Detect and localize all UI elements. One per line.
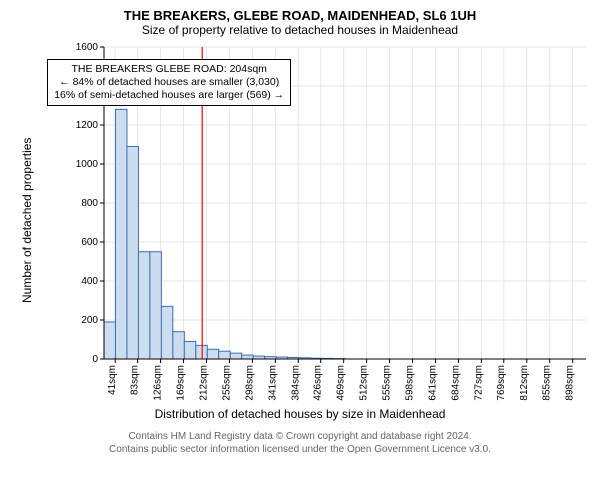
footer-attribution: Contains HM Land Registry data © Crown c… [10,431,590,456]
annotation-line-1: THE BREAKERS GLEBE ROAD: 204sqm [54,63,284,76]
histogram-bar [230,353,241,359]
histogram-bar [127,146,138,359]
x-tick-label: 83sqm [130,365,141,395]
y-tick-label: 200 [81,315,98,326]
x-tick-label: 255sqm [221,365,232,401]
annotation-line-2: ← 84% of detached houses are smaller (3,… [54,76,284,89]
histogram-bar [207,349,218,359]
y-tick-label: 400 [81,276,98,287]
x-tick-label: 898sqm [565,365,576,401]
x-tick-label: 727sqm [473,365,484,401]
histogram-bar [242,355,253,359]
histogram-bar [173,332,184,359]
x-tick-label: 769sqm [496,365,507,401]
histogram-bar [104,322,115,359]
y-tick-label: 600 [81,237,98,248]
footer-line-1: Contains HM Land Registry data © Crown c… [10,431,590,444]
x-tick-label: 384sqm [290,365,301,401]
chart-title: THE BREAKERS, GLEBE ROAD, MAIDENHEAD, SL… [10,8,590,23]
histogram-bar [161,306,172,359]
x-tick-label: 41sqm [107,365,118,395]
x-tick-label: 512sqm [359,365,370,401]
histogram-bar [150,252,161,359]
x-tick-label: 555sqm [382,365,393,401]
histogram-bar [184,341,195,359]
x-tick-label: 126sqm [153,365,164,401]
x-tick-label: 684sqm [450,365,461,401]
histogram-bar [219,351,230,359]
x-tick-label: 212sqm [198,365,209,401]
x-tick-label: 298sqm [244,365,255,401]
x-tick-label: 341sqm [267,365,278,401]
plot-region: Number of detached properties 0200400600… [72,43,582,403]
y-tick-label: 1600 [76,43,99,53]
histogram-bar [115,109,126,359]
y-tick-label: 0 [92,354,98,365]
histogram-bar [138,252,149,359]
y-axis-label: Number of detached properties [20,138,34,303]
y-tick-label: 800 [81,198,98,209]
x-tick-label: 169sqm [176,365,187,401]
annotation-line-3: 16% of semi-detached houses are larger (… [54,89,284,102]
annotation-box: THE BREAKERS GLEBE ROAD: 204sqm ← 84% of… [47,59,291,106]
histogram-bar [196,345,207,359]
x-tick-label: 641sqm [427,365,438,401]
y-tick-label: 1200 [76,120,99,131]
x-tick-label: 855sqm [542,365,553,401]
x-tick-label: 426sqm [313,365,324,401]
chart-subtitle: Size of property relative to detached ho… [10,23,590,37]
footer-line-2: Contains public sector information licen… [10,444,590,457]
x-tick-label: 812sqm [519,365,530,401]
x-tick-label: 598sqm [405,365,416,401]
x-tick-label: 469sqm [336,365,347,401]
x-axis-label: Distribution of detached houses by size … [10,407,590,421]
y-tick-label: 1000 [76,159,99,170]
